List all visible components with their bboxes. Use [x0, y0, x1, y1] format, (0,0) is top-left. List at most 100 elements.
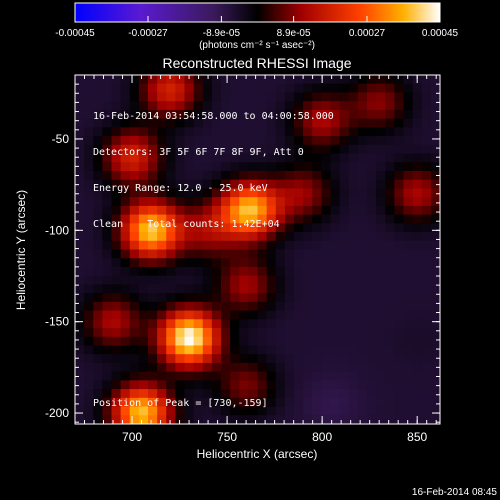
heatmap-cell	[321, 249, 332, 259]
heatmap-cell	[275, 380, 286, 390]
heatmap-cell	[193, 319, 204, 329]
heatmap-cell	[211, 389, 222, 399]
heatmap-cell	[138, 136, 149, 146]
heatmap-cell	[221, 284, 231, 294]
heatmap-cell	[303, 336, 313, 346]
heatmap-cell	[120, 336, 131, 346]
heatmap-cell	[284, 179, 295, 189]
heatmap-cell	[294, 310, 304, 320]
heatmap-cell	[294, 275, 304, 285]
heatmap-cell	[120, 301, 131, 312]
heatmap-cell	[230, 127, 240, 137]
heatmap-cell	[321, 258, 332, 268]
heatmap-cell	[202, 214, 213, 224]
heatmap-cell	[84, 275, 94, 285]
heatmap-cell	[193, 336, 204, 346]
heatmap-cell	[257, 354, 268, 364]
heatmap-cell	[394, 258, 405, 268]
heatmap-cell	[312, 284, 322, 294]
heatmap-cell	[394, 214, 405, 224]
heatmap-cell	[211, 162, 222, 172]
heatmap-cell	[284, 162, 295, 172]
heatmap-cell	[211, 249, 222, 259]
heatmap-cell	[275, 293, 286, 303]
heatmap-cell	[75, 75, 85, 85]
heatmap-cell	[230, 319, 240, 329]
heatmap-cell	[239, 144, 249, 155]
heatmap-cell	[394, 371, 405, 381]
heatmap-cell	[430, 389, 441, 399]
heatmap-cell	[184, 275, 195, 285]
heatmap-cell	[138, 319, 149, 329]
heatmap-cell	[129, 293, 140, 303]
heatmap-cell	[93, 223, 103, 233]
heatmap-cell	[376, 75, 386, 85]
heatmap-cell	[312, 258, 322, 268]
heatmap-cell	[257, 328, 268, 338]
annotation-peak: Position of Peak = [730,-159]	[93, 398, 268, 409]
heatmap-cell	[284, 266, 295, 277]
heatmap-cell	[211, 406, 222, 416]
heatmap-cell	[348, 136, 359, 146]
heatmap-cell	[385, 301, 395, 312]
heatmap-cell	[93, 266, 103, 277]
heatmap-cell	[257, 397, 268, 408]
heatmap-cell	[376, 205, 386, 216]
heatmap-cell	[294, 266, 304, 277]
heatmap-cell	[348, 266, 359, 277]
heatmap-cell	[257, 284, 268, 294]
heatmap-cell	[138, 153, 149, 163]
heatmap-cell	[102, 362, 113, 373]
heatmap-cell	[312, 240, 322, 250]
heatmap-cell	[266, 197, 277, 207]
heatmap-cell	[294, 319, 304, 329]
heatmap-cell	[184, 109, 195, 120]
heatmap-cell	[129, 397, 140, 408]
heatmap-cell	[148, 118, 158, 128]
heatmap-cell	[84, 328, 94, 338]
heatmap-cell	[330, 136, 341, 146]
heatmap-cell	[184, 214, 195, 224]
heatmap-cell	[129, 232, 140, 242]
heatmap-cell	[166, 275, 176, 285]
heatmap-cell	[412, 101, 423, 111]
heatmap-cell	[111, 415, 122, 425]
heatmap-cell	[230, 101, 240, 111]
heatmap-cell	[367, 118, 377, 128]
heatmap-cell	[357, 354, 368, 364]
heatmap-cell	[367, 179, 377, 189]
heatmap-cell	[157, 153, 167, 163]
heatmap-cell	[275, 179, 286, 189]
heatmap-cell	[184, 162, 195, 172]
heatmap-cell	[394, 397, 405, 408]
heatmap-cell	[102, 397, 113, 408]
heatmap-cell	[275, 118, 286, 128]
heatmap-cell	[202, 406, 213, 416]
heatmap-cell	[357, 170, 368, 181]
heatmap-cell	[284, 223, 295, 233]
heatmap-cell	[385, 223, 395, 233]
heatmap-cell	[175, 214, 186, 224]
heatmap-cell	[394, 310, 405, 320]
heatmap-cell	[221, 188, 231, 198]
heatmap-cell	[403, 284, 414, 294]
heatmap-cell	[129, 92, 140, 102]
heatmap-cell	[412, 389, 423, 399]
heatmap-cell	[275, 197, 286, 207]
heatmap-cell	[129, 179, 140, 189]
heatmap-cell	[75, 362, 85, 373]
heatmap-cell	[430, 284, 441, 294]
heatmap-cell	[294, 136, 304, 146]
heatmap-cell	[376, 336, 386, 346]
heatmap-cell	[385, 83, 395, 93]
heatmap-cell	[421, 284, 432, 294]
heatmap-cell	[93, 188, 103, 198]
heatmap-cell	[84, 266, 94, 277]
heatmap-cell	[202, 389, 213, 399]
heatmap-cell	[148, 144, 158, 155]
heatmap-cell	[93, 310, 103, 320]
heatmap-cell	[403, 127, 414, 137]
heatmap-cell	[376, 92, 386, 102]
heatmap-cell	[129, 205, 140, 216]
heatmap-cell	[166, 415, 176, 425]
